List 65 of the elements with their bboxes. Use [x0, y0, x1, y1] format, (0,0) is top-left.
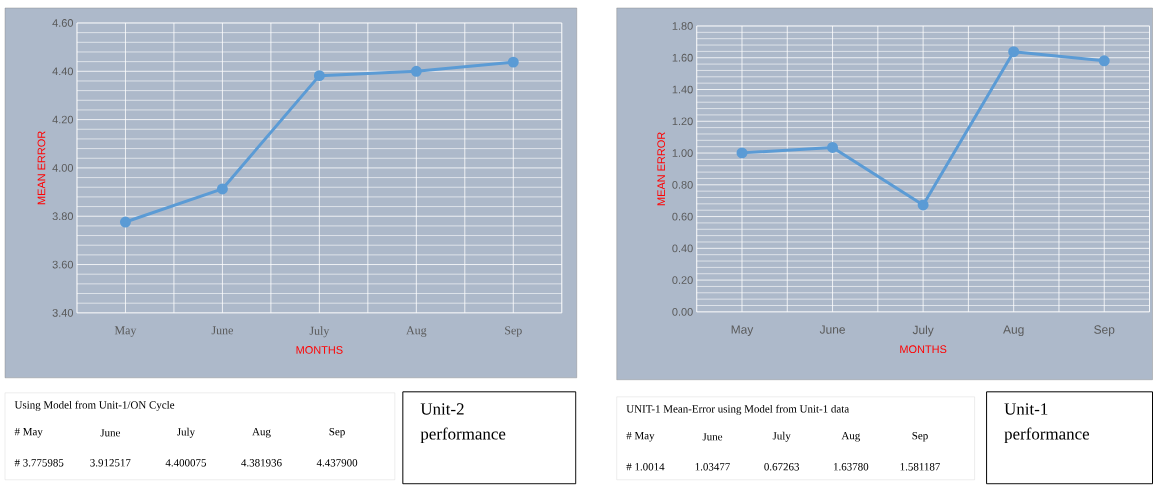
y-tick-label: 0.60	[672, 212, 693, 221]
text: 4.400075	[165, 459, 207, 467]
text: 4.437900	[316, 459, 358, 467]
x-tick-label: May	[731, 325, 754, 337]
text: June	[702, 433, 723, 441]
point	[507, 56, 519, 68]
y-tick-label: 3.80	[52, 212, 74, 221]
text: # 1.0014	[626, 463, 665, 471]
text: 1.63780	[834, 463, 869, 471]
text: Using Model from Unit-1/ON Cycle	[14, 400, 175, 411]
point	[917, 199, 929, 211]
y-tick-label: 1.20	[672, 117, 693, 126]
y-tick-label: 1.40	[672, 85, 693, 94]
text: # May	[14, 428, 43, 438]
point	[1008, 46, 1020, 58]
y-tick-label: 3.60	[52, 260, 74, 269]
x-tick-label: May	[114, 326, 137, 337]
text: UNIT-1 Mean-Error using Model from Unit-1 data	[626, 404, 850, 415]
text: Unit-2 performance	[420, 403, 506, 444]
x-tick-label: July	[309, 326, 330, 338]
text: 0.67263	[764, 463, 800, 471]
y-axis-title: MEAN ERROR	[657, 132, 666, 206]
text: June	[100, 429, 121, 437]
text: Unit-1 performance	[1004, 403, 1090, 444]
y-tick-label: 0.00	[672, 308, 693, 316]
text: 3.912517	[90, 459, 131, 467]
text: July	[772, 431, 791, 442]
x-tick-label: Aug	[1003, 325, 1024, 337]
text: Sep	[329, 428, 345, 438]
text: Sep	[912, 432, 928, 442]
y-tick-label: 1.60	[672, 53, 693, 62]
y-tick-label: 0.20	[672, 276, 693, 285]
y-tick-label: 4.60	[52, 19, 74, 27]
x-tick-label: Aug	[406, 326, 427, 337]
text: July	[177, 427, 196, 438]
point	[827, 142, 839, 154]
text: # 3.775985	[14, 459, 64, 467]
text: 1.03477	[695, 463, 730, 471]
point	[119, 216, 131, 228]
y-tick-label: 3.40	[52, 309, 74, 317]
x-tick-label: July	[912, 325, 934, 337]
point	[736, 147, 748, 159]
y-tick-label: 0.80	[672, 181, 693, 189]
text: # May	[626, 432, 655, 442]
point	[1098, 55, 1110, 67]
x-tick-label: Sep	[505, 326, 522, 337]
x-tick-label: Sep	[1094, 325, 1115, 337]
y-tick-label: 4.40	[52, 67, 74, 76]
point	[313, 70, 325, 82]
x-tick-label: June	[211, 326, 233, 335]
point	[216, 183, 228, 195]
x-tick-label: June	[819, 325, 845, 334]
x-axis-title: MONTHS	[296, 346, 343, 354]
y-tick-label: 0.40	[672, 244, 693, 253]
text: 4.381936	[241, 459, 282, 467]
y-tick-label: 1.80	[672, 22, 693, 30]
text: Aug	[841, 432, 861, 442]
point	[410, 65, 422, 77]
y-tick-label: 4.20	[52, 115, 74, 124]
y-axis-title: MEAN ERROR	[37, 131, 46, 205]
y-tick-label: 1.00	[672, 149, 693, 158]
text: 1.581187	[900, 463, 941, 471]
y-tick-label: 4.00	[52, 164, 74, 172]
text: Aug	[252, 428, 271, 438]
x-axis-title: MONTHS	[900, 345, 947, 354]
